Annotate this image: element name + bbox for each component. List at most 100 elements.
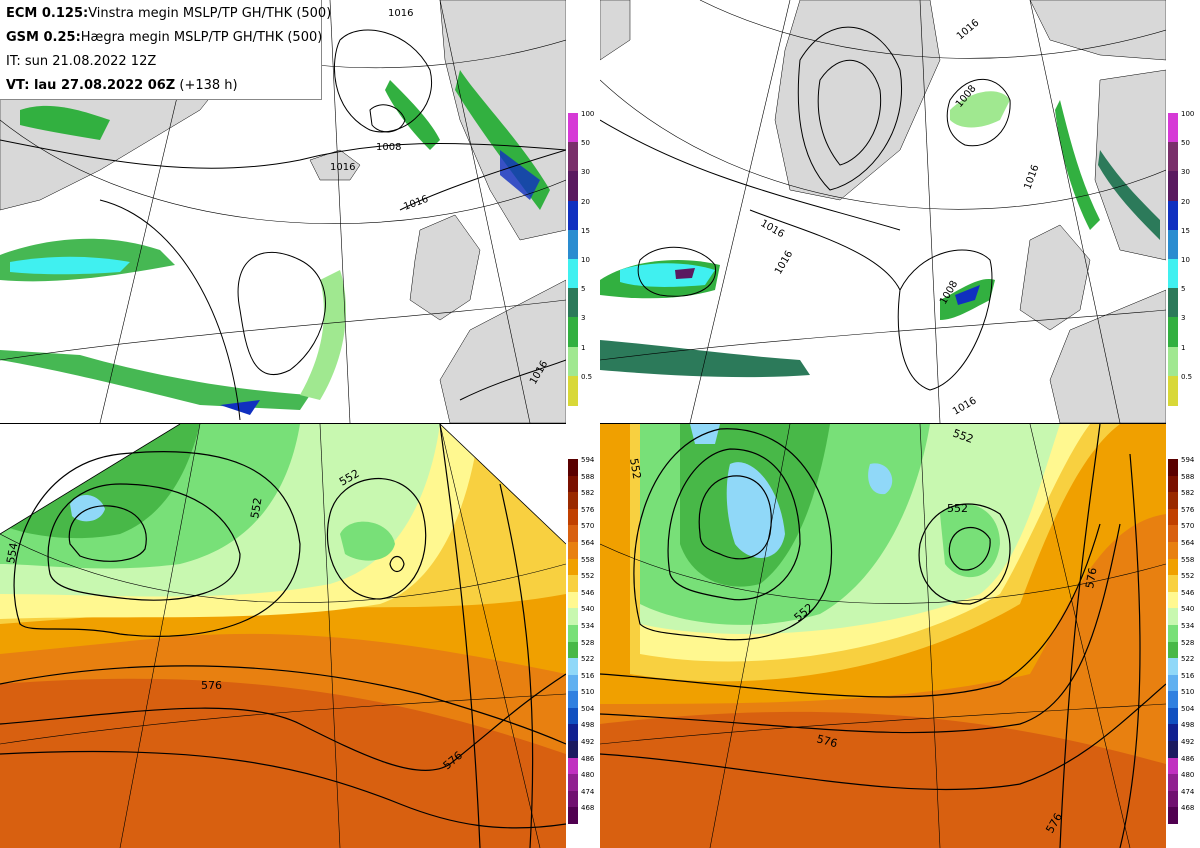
colorbar-segment	[568, 575, 578, 593]
colorbar-segment	[568, 608, 578, 626]
colorbar-label: 510	[1181, 688, 1195, 697]
colorbar-segment	[568, 757, 578, 775]
colorbar-label: 546	[581, 588, 595, 597]
ecm-model-name: ECM 0.125:	[6, 6, 89, 21]
iceland-landmass	[309, 149, 361, 181]
colorbar-label: 468	[581, 804, 595, 813]
colorbar-label: 546	[1181, 588, 1195, 597]
colorbar-segment	[568, 475, 578, 493]
colorbar-label: 5	[1181, 285, 1186, 294]
colorbar-label: 516	[1181, 671, 1195, 680]
colorbar-segment	[1168, 741, 1178, 759]
greenland-landmass	[600, 0, 631, 61]
thickness-contour-label: 552	[947, 502, 968, 515]
gsm-model-line: GSM 0.25:Hægra megin MSLP/TP GH/THK (500…	[6, 28, 323, 52]
colorbar-segment	[568, 741, 578, 759]
colorbar-segment	[1168, 317, 1178, 348]
colorbar-label: 474	[1181, 787, 1195, 796]
colorbar-segment	[1168, 508, 1178, 526]
colorbar-segment	[1168, 113, 1178, 143]
panel-divider-horizontal-left	[0, 423, 566, 424]
colorbar-label: 534	[581, 621, 595, 630]
colorbar-label: 552	[581, 572, 595, 581]
colorbar-label: 528	[1181, 638, 1195, 647]
colorbar-segment	[1168, 259, 1178, 289]
colorbar-segment	[1168, 229, 1178, 260]
gsm-mslp-map: 1016 1008 1016 1016 1008 1016 1016	[600, 0, 1166, 423]
colorbar-label: 480	[1181, 771, 1195, 780]
precip-band	[500, 150, 540, 200]
colorbar-label: 492	[1181, 738, 1195, 747]
colorbar-label: 3	[581, 314, 586, 323]
geopotential-contours	[600, 424, 1166, 848]
colorbar-segment	[1168, 707, 1178, 725]
colorbar-segment	[1168, 774, 1178, 792]
europe-landmass	[439, 279, 566, 423]
colorbar-segment	[1168, 757, 1178, 775]
colorbar-label: 492	[581, 738, 595, 747]
precip-colorbar-right: 100 50 30 20 15 10 5 3 1 0.5	[1168, 110, 1200, 406]
colorbar-label: 0.5	[581, 372, 593, 381]
colorbar-label: 15	[1181, 226, 1190, 235]
isobar-label: 1016	[388, 8, 413, 19]
colorbar-segment	[568, 624, 578, 642]
ecm-thickness-panel: 552 552 576 576 554	[0, 424, 566, 848]
colorbar-label: 498	[1181, 721, 1195, 730]
colorbar-label: 504	[1181, 704, 1195, 713]
colorbar-label: 570	[1181, 522, 1195, 531]
colorbar-segment	[1168, 691, 1178, 709]
colorbar-segment	[568, 142, 578, 173]
colorbar-label: 582	[581, 489, 595, 498]
colorbar-label: 576	[1181, 505, 1195, 514]
colorbar-label: 30	[581, 168, 590, 177]
colorbar-label: 534	[1181, 621, 1195, 630]
colorbar-segment	[1168, 346, 1178, 377]
thickness-contour-label: 552	[248, 497, 264, 520]
colorbar-label: 468	[1181, 804, 1195, 813]
colorbar-segment	[568, 674, 578, 692]
gsm-thickness-map: 552 552 552 576 576 576 552	[600, 424, 1166, 848]
colorbar-label: 582	[1181, 489, 1195, 498]
domain-edge	[0, 424, 181, 535]
precip-band	[385, 80, 440, 150]
isobars	[600, 26, 1011, 391]
colorbar-segment	[1168, 525, 1178, 543]
colorbar-segment	[1168, 459, 1178, 476]
colorbar-label: 486	[1181, 754, 1195, 763]
colorbar-label: 474	[581, 787, 595, 796]
colorbar-segment	[1168, 200, 1178, 231]
colorbar-label: 564	[1181, 538, 1195, 547]
colorbar-segment	[568, 691, 578, 709]
europe-landmass	[1049, 289, 1166, 423]
gsm-model-name: GSM 0.25:	[6, 30, 81, 45]
colorbar-segment	[1168, 658, 1178, 676]
colorbar-label: 552	[1181, 572, 1195, 581]
colorbar-label: 486	[581, 754, 595, 763]
isobar-label: 1016	[330, 162, 355, 173]
colorbar-segment	[1168, 790, 1178, 808]
colorbar-segment	[568, 807, 578, 825]
colorbar-label: 50	[1181, 139, 1190, 148]
colorbar-label: 15	[581, 226, 590, 235]
colorbar-segment	[568, 525, 578, 543]
colorbar-segment	[568, 171, 578, 202]
gsm-model-desc: Hægra megin MSLP/TP GH/THK (500)	[80, 30, 323, 45]
colorbar-segment	[568, 346, 578, 377]
colorbar-segment	[568, 492, 578, 510]
precip-band	[950, 91, 1010, 128]
colorbar-segment	[568, 200, 578, 231]
graticule	[600, 424, 1166, 848]
colorbar-label: 1	[581, 343, 586, 352]
colorbar-label: 522	[1181, 655, 1195, 664]
colorbar-label: 510	[581, 688, 595, 697]
forecast-info-box: ECM 0.125:Vinstra megin MSLP/TP GH/THK (…	[0, 0, 331, 100]
colorbar-segment	[568, 317, 578, 348]
colorbar-label: 498	[581, 721, 595, 730]
domain-edge	[439, 424, 566, 545]
colorbar-label: 558	[581, 555, 595, 564]
gsm-mslp-panel: 1016 1008 1016 1016 1008 1016 1016	[600, 0, 1166, 423]
colorbar-label: 480	[581, 771, 595, 780]
colorbar-label: 3	[1181, 314, 1186, 323]
colorbar-label: 20	[581, 197, 590, 206]
colorbar-segment	[1168, 724, 1178, 742]
